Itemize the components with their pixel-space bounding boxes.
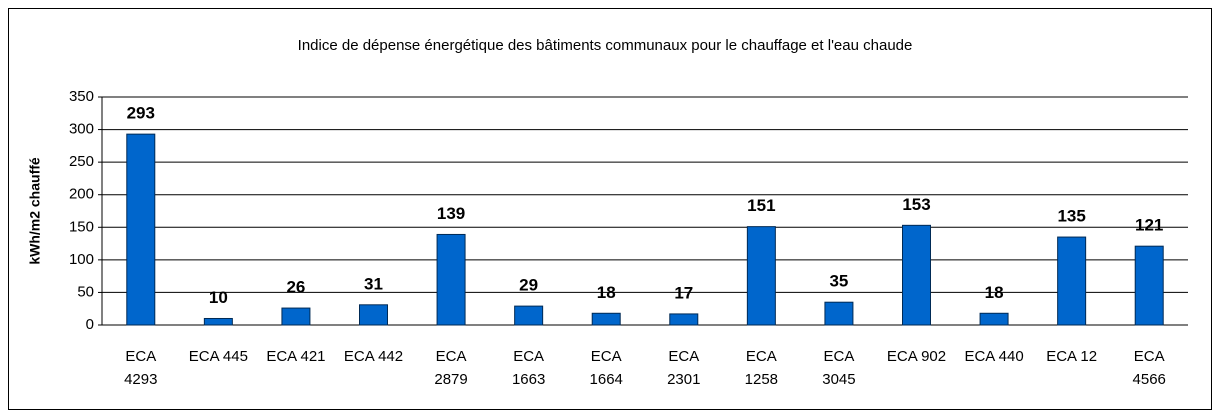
data-label: 10 — [209, 288, 228, 307]
bar — [359, 304, 388, 326]
bar — [1134, 245, 1164, 326]
x-tick-label: ECA 2301 — [667, 348, 701, 388]
bar — [669, 313, 699, 326]
data-label: 151 — [747, 196, 775, 215]
y-tick-label: 350 — [69, 88, 94, 105]
data-label: 35 — [829, 272, 848, 291]
y-tick-label: 200 — [69, 186, 94, 203]
bar — [281, 307, 311, 326]
data-label: 31 — [364, 274, 383, 293]
data-label: 26 — [286, 278, 305, 297]
x-tick-label: ECA 1664 — [589, 348, 623, 388]
data-label: 139 — [437, 204, 465, 223]
x-tick-label: ECA 421 — [266, 348, 326, 365]
data-label: 293 — [127, 104, 155, 123]
bar — [514, 305, 544, 326]
y-tick-label: 0 — [86, 316, 94, 333]
bar — [591, 312, 621, 326]
bar — [436, 233, 466, 326]
y-tick-label: 50 — [77, 283, 94, 300]
x-tick-label: ECA 442 — [343, 348, 404, 365]
x-tick-label: ECA 2879 — [434, 348, 468, 388]
bar — [126, 133, 156, 326]
bar — [979, 312, 1009, 326]
x-tick-label: ECA 440 — [964, 348, 1024, 365]
y-tick-label: 300 — [69, 121, 94, 138]
x-tick-label: ECA 1258 — [744, 348, 779, 388]
data-label: 29 — [519, 276, 538, 295]
data-label: 18 — [985, 283, 1004, 302]
bar — [746, 226, 776, 326]
data-label: 135 — [1057, 207, 1085, 226]
y-tick-label: 250 — [69, 153, 94, 170]
x-tick-label: ECA 4566 — [1132, 348, 1166, 388]
x-tick-label: ECA 3045 — [822, 348, 856, 388]
bar — [1057, 236, 1087, 326]
bar — [902, 224, 931, 326]
chart-title: Indice de dépense énergétique des bâtime… — [298, 37, 913, 54]
y-tick-label: 150 — [69, 218, 94, 235]
x-tick-label: ECA 902 — [886, 348, 947, 365]
x-tick-label: ECA 445 — [188, 348, 248, 365]
y-tick-label: 100 — [69, 251, 94, 268]
data-label: 17 — [674, 283, 693, 302]
bar — [824, 301, 854, 326]
frame — [8, 8, 1212, 410]
x-tick-label: ECA 12 — [1046, 348, 1098, 365]
bar — [203, 317, 233, 326]
x-tick-label: ECA 1663 — [511, 348, 546, 388]
data-label: 121 — [1135, 216, 1163, 235]
data-label: 18 — [597, 283, 616, 302]
y-axis-label: kWh/m2 chauffé — [27, 157, 43, 265]
data-label: 153 — [902, 195, 930, 214]
x-tick-label: ECA 4293 — [124, 348, 158, 388]
